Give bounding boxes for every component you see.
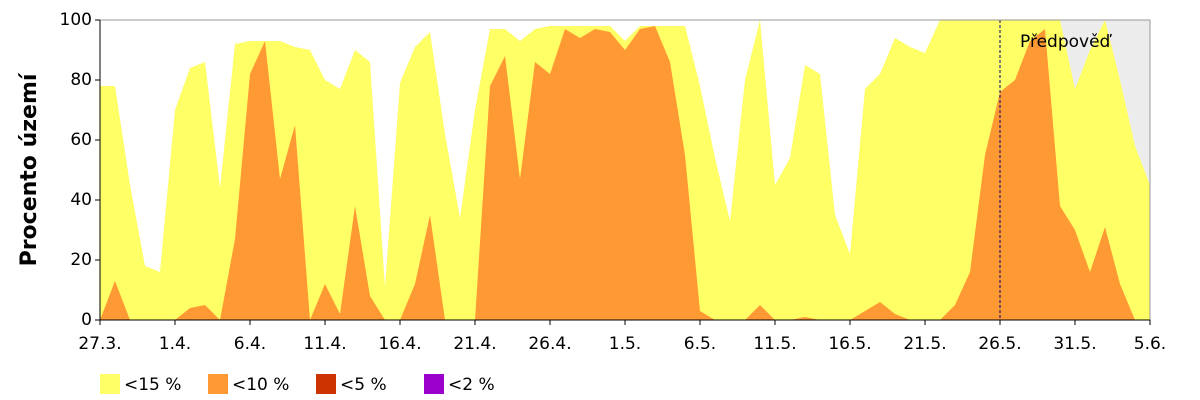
- x-tick-label: 6.4.: [234, 334, 266, 354]
- y-tick-label: 100: [60, 10, 92, 30]
- y-tick-label: 60: [70, 130, 92, 150]
- x-tick-label: 16.5.: [828, 334, 871, 354]
- x-tick-label: 1.4.: [159, 334, 191, 354]
- y-tick-label: 20: [70, 250, 92, 270]
- x-tick-label: 26.4.: [528, 334, 571, 354]
- legend-label: <5 %: [340, 375, 387, 395]
- x-tick-label: 21.5.: [903, 334, 946, 354]
- legend-swatch: [424, 374, 444, 394]
- y-tick-label: 40: [70, 190, 92, 210]
- legend-label: <10 %: [232, 375, 289, 395]
- legend-swatch: [208, 374, 228, 394]
- legend-label: <2 %: [448, 375, 495, 395]
- x-tick-label: 1.5.: [609, 334, 641, 354]
- x-tick-label: 5.6.: [1134, 334, 1166, 354]
- x-tick-label: 11.5.: [753, 334, 796, 354]
- x-tick-label: 16.4.: [378, 334, 421, 354]
- x-tick-label: 21.4.: [453, 334, 496, 354]
- y-tick-label: 80: [70, 70, 92, 90]
- legend-swatch: [316, 374, 336, 394]
- x-tick-label: 26.5.: [978, 334, 1021, 354]
- annotation: Předpověď: [1020, 32, 1113, 52]
- y-tick-label: 0: [81, 310, 92, 330]
- x-tick-label: 27.3.: [78, 334, 121, 354]
- legend-label: <15 %: [124, 375, 181, 395]
- y-axis-label: Procento území: [17, 72, 42, 266]
- x-tick-label: 31.5.: [1053, 334, 1096, 354]
- area: [100, 26, 1150, 320]
- x-tick-label: 11.4.: [303, 334, 346, 354]
- legend-swatch: [100, 374, 120, 394]
- x-tick-label: 6.5.: [684, 334, 716, 354]
